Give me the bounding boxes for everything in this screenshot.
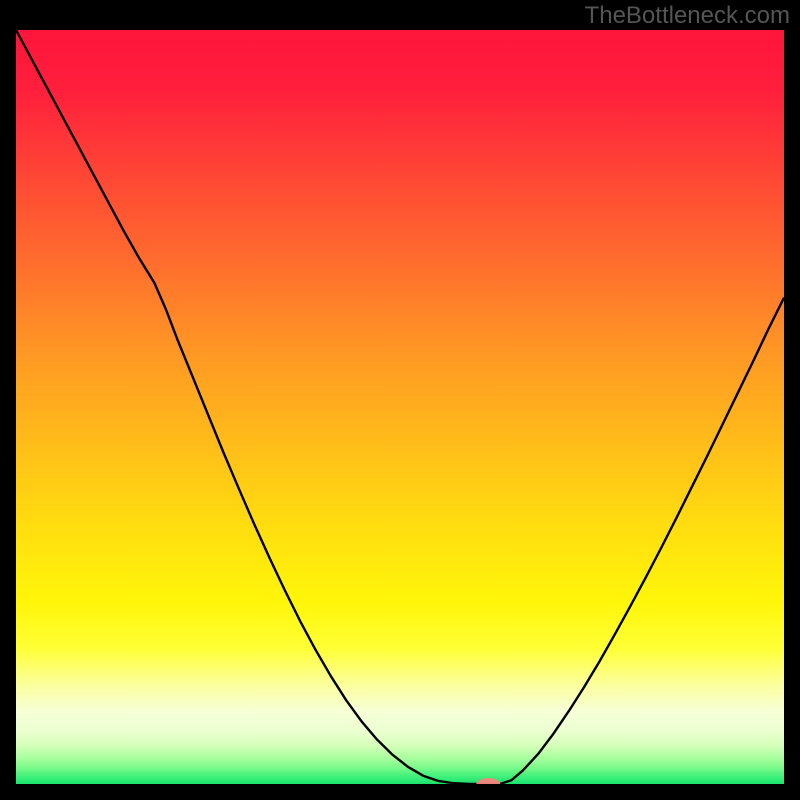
bottleneck-chart-svg — [16, 30, 784, 784]
chart-frame: TheBottleneck.com — [0, 0, 800, 800]
plot-area — [16, 30, 784, 784]
watermark-text: TheBottleneck.com — [585, 2, 790, 30]
gradient-background — [16, 30, 784, 784]
